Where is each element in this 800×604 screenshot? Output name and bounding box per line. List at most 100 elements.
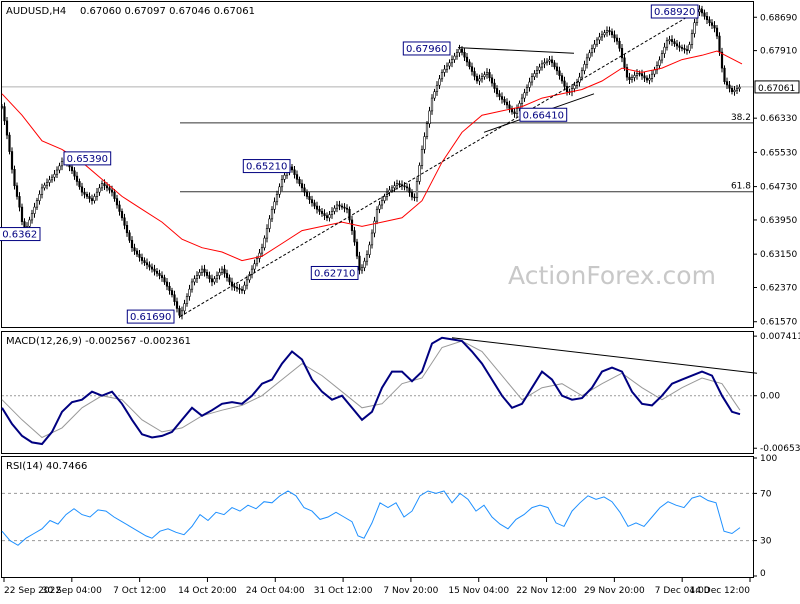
candle-body bbox=[540, 63, 544, 68]
x-tick-label: 22 Sep 2022 bbox=[4, 586, 61, 596]
candle-body bbox=[73, 170, 76, 177]
candle-body bbox=[580, 70, 584, 78]
candle-body bbox=[535, 69, 539, 74]
candle-body bbox=[113, 191, 116, 199]
candle-body bbox=[123, 217, 126, 226]
candle-body bbox=[238, 288, 241, 290]
candle-body bbox=[200, 268, 204, 273]
candle-body bbox=[668, 39, 671, 42]
fib-level-label: 61.8 bbox=[731, 182, 751, 192]
candle-body bbox=[118, 204, 121, 212]
candle-body bbox=[418, 165, 421, 182]
candle-body bbox=[203, 268, 206, 273]
candle-body bbox=[678, 45, 681, 48]
candle-body bbox=[443, 68, 446, 73]
candle-body bbox=[228, 277, 231, 283]
candle-body bbox=[413, 196, 416, 199]
candle-body bbox=[658, 59, 661, 66]
macd-panel-title: MACD(12,26,9) -0.002567 -0.002361 bbox=[6, 336, 191, 347]
candle-body bbox=[368, 244, 371, 255]
candle-body bbox=[710, 22, 714, 26]
candle-body bbox=[188, 288, 191, 297]
candle-body bbox=[255, 258, 259, 265]
candle-body bbox=[640, 73, 644, 77]
candle-body bbox=[598, 36, 601, 41]
candle-body bbox=[35, 200, 39, 208]
candle-body bbox=[515, 108, 519, 115]
candle-body bbox=[0, 106, 4, 108]
candle-body bbox=[8, 134, 11, 152]
candle-body bbox=[555, 66, 559, 72]
candle-body bbox=[733, 89, 736, 92]
candle-body bbox=[655, 65, 659, 71]
candle-body bbox=[275, 193, 279, 203]
candle-body bbox=[190, 281, 194, 290]
candle-body bbox=[345, 207, 349, 210]
candle-body bbox=[603, 32, 606, 36]
price-label: 0.67960 bbox=[406, 44, 447, 55]
candle-body bbox=[688, 44, 691, 51]
candle-body bbox=[455, 52, 459, 57]
candle-body bbox=[703, 12, 706, 17]
candle-body bbox=[158, 273, 161, 276]
candle-body bbox=[588, 52, 591, 59]
candle-body bbox=[70, 166, 74, 172]
macd-line bbox=[1, 336, 741, 446]
candle-body bbox=[165, 281, 169, 287]
candle-body bbox=[45, 182, 49, 186]
candle-body bbox=[628, 76, 631, 80]
price-y-tick-label: 0.68690 bbox=[760, 13, 797, 23]
candle-body bbox=[363, 260, 366, 269]
candle-body bbox=[80, 186, 84, 193]
candle-body bbox=[478, 78, 481, 82]
price-label-box bbox=[310, 265, 359, 280]
candle-body bbox=[308, 196, 311, 200]
candle-body bbox=[490, 77, 494, 84]
candle-body bbox=[473, 71, 476, 77]
candle-body bbox=[685, 49, 689, 51]
candle-body bbox=[395, 183, 399, 187]
candle-body bbox=[268, 218, 271, 229]
candle-body bbox=[213, 278, 216, 283]
price-label: 0.61690 bbox=[130, 312, 171, 323]
candle-body bbox=[310, 199, 314, 204]
candle-body bbox=[410, 192, 414, 198]
candle-body bbox=[53, 173, 56, 178]
x-tick-label: 14 Oct 20:00 bbox=[178, 586, 237, 596]
candle-body bbox=[85, 193, 89, 197]
price-layer: 38.2 61.8 0.68920 0.67960 0.66410 0.65390 0.65… bbox=[0, 4, 800, 328]
candle-body bbox=[393, 185, 396, 189]
candle-body bbox=[610, 31, 614, 36]
candle-body bbox=[240, 289, 244, 291]
candle-body bbox=[643, 75, 646, 79]
price-y-tick-label: 0.65530 bbox=[760, 148, 797, 158]
candle-body bbox=[548, 59, 551, 62]
candle-body bbox=[523, 92, 526, 99]
candle-body bbox=[185, 296, 189, 304]
candle-body bbox=[30, 213, 34, 221]
candle-body bbox=[445, 65, 449, 70]
moving-average-line bbox=[1, 50, 743, 262]
candle-body bbox=[75, 175, 79, 182]
candle-body bbox=[95, 191, 99, 197]
candle-body bbox=[305, 191, 309, 197]
candle-body bbox=[408, 187, 411, 193]
candle-body bbox=[340, 205, 344, 208]
candle-body bbox=[635, 72, 639, 76]
candle-body bbox=[538, 66, 541, 71]
candle-body bbox=[430, 97, 434, 112]
candle-body bbox=[468, 61, 471, 68]
candle-body bbox=[355, 241, 359, 257]
candle-body bbox=[618, 40, 621, 49]
candle-body bbox=[128, 232, 131, 241]
candle-body bbox=[365, 254, 369, 262]
candle-body bbox=[225, 273, 229, 278]
candle-body bbox=[143, 260, 146, 264]
macd-layer: 0.007411 0.00 -0.006532 bbox=[1, 332, 800, 454]
price-label-box bbox=[242, 159, 291, 174]
candle-body bbox=[18, 196, 21, 208]
rsi-y-tick-label: 100 bbox=[760, 454, 777, 464]
candle-body bbox=[303, 187, 306, 193]
candle-body bbox=[283, 174, 286, 180]
candle-body bbox=[660, 53, 664, 61]
